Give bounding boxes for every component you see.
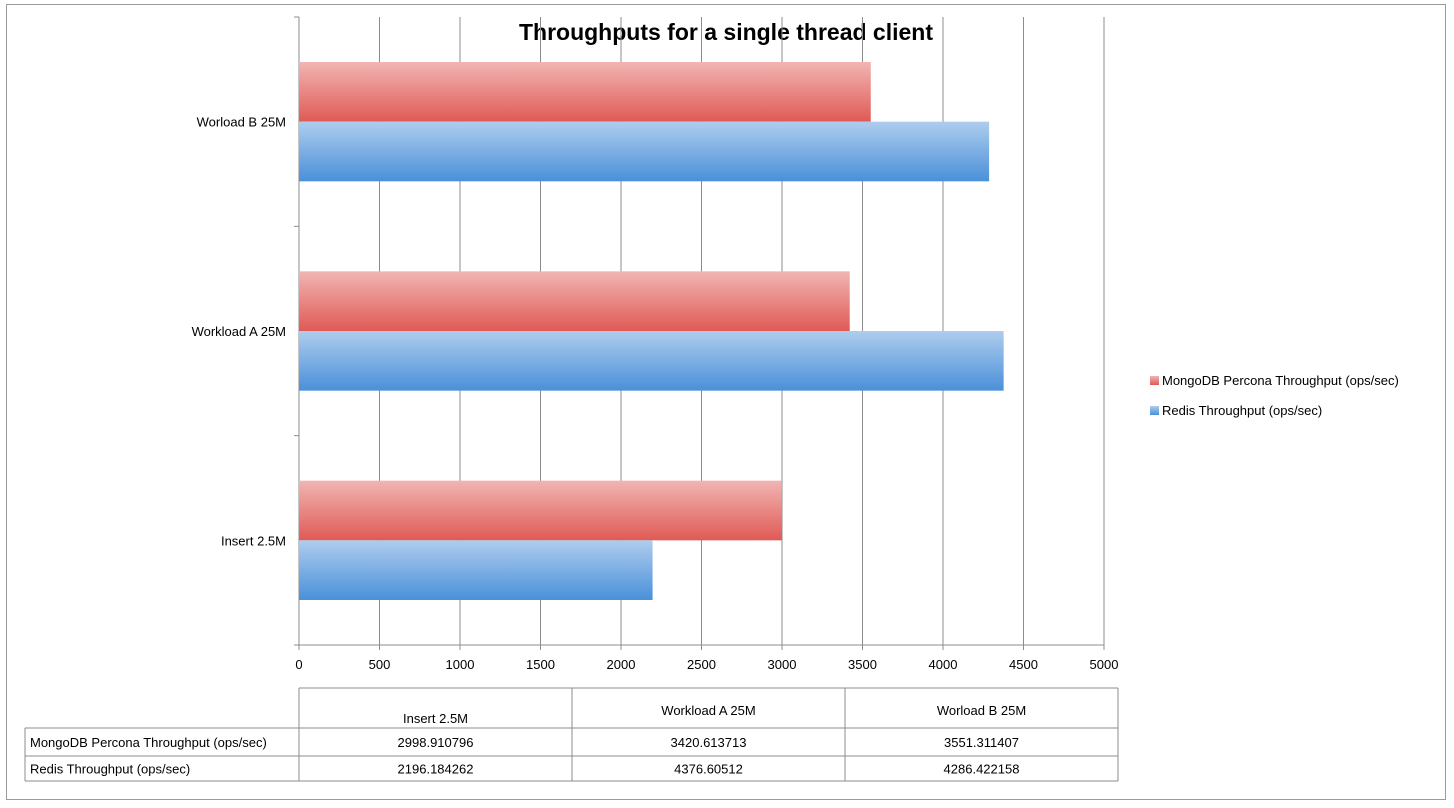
- table-cell-mongodb-percona-throughput-ops-sec-insert-2-5m: 2998.910796: [398, 735, 474, 750]
- bar-redis-throughput-ops-sec-insert-2-5m: [299, 540, 653, 600]
- legend: MongoDB Percona Throughput (ops/sec) Redi…: [1150, 373, 1399, 418]
- x-tick-label-5000: 5000: [1090, 657, 1119, 672]
- x-tick-label-2500: 2500: [687, 657, 716, 672]
- table-row-label-mongodb-percona-throughput-ops-sec: MongoDB Percona Throughput (ops/sec): [30, 735, 267, 750]
- x-tick-label-1500: 1500: [526, 657, 555, 672]
- chart-title: Throughputs for a single thread client: [519, 19, 933, 45]
- table-header-worload-b-25m: Worload B 25M: [937, 703, 1026, 718]
- table-row-label-redis-throughput-ops-sec: Redis Throughput (ops/sec): [30, 762, 190, 777]
- bar-mongodb-percona-throughput-ops-sec-workload-a-25m: [299, 271, 850, 331]
- legend-swatch-redis-throughput-ops-sec: [1150, 406, 1159, 415]
- legend-label-redis-throughput-ops-sec: Redis Throughput (ops/sec): [1162, 403, 1322, 418]
- y-tick-label-insert-2-5m: Insert 2.5M: [221, 533, 286, 548]
- x-tick-label-500: 500: [369, 657, 391, 672]
- table-cell-redis-throughput-ops-sec-insert-2-5m: 2196.184262: [398, 762, 474, 777]
- y-tick-label-workload-a-25m: Workload A 25M: [192, 324, 286, 339]
- x-tick-label-0: 0: [295, 657, 302, 672]
- table-cell-mongodb-percona-throughput-ops-sec-worload-b-25m: 3551.311407: [944, 735, 1019, 750]
- data-table: Insert 2.5M Workload A 25M Worload B 25M Mo…: [24, 687, 1119, 782]
- bar-redis-throughput-ops-sec-workload-a-25m: [299, 331, 1004, 391]
- x-tick-label-1000: 1000: [446, 657, 475, 672]
- x-tick-label-3500: 3500: [848, 657, 877, 672]
- bar-mongodb-percona-throughput-ops-sec-worload-b-25m: [299, 62, 871, 122]
- legend-swatch-mongodb-percona-throughput-ops-sec: [1150, 376, 1159, 385]
- x-tick-label-4500: 4500: [1009, 657, 1038, 672]
- table-cell-redis-throughput-ops-sec-workload-a-25m: 4376.60512: [674, 762, 743, 777]
- bars: [299, 62, 1004, 600]
- table-header-insert-2-5m: Insert 2.5M: [403, 711, 468, 726]
- x-tick-label-3000: 3000: [768, 657, 797, 672]
- y-tick-label-worload-b-25m: Worload B 25M: [197, 115, 286, 130]
- bar-redis-throughput-ops-sec-worload-b-25m: [299, 121, 990, 182]
- bar-mongodb-percona-throughput-ops-sec-insert-2-5m: [299, 480, 782, 541]
- table-header-workload-a-25m: Workload A 25M: [661, 703, 755, 718]
- x-tick-label-2000: 2000: [607, 657, 636, 672]
- table-cell-mongodb-percona-throughput-ops-sec-workload-a-25m: 3420.613713: [671, 735, 747, 750]
- legend-label-mongodb-percona-throughput-ops-sec: MongoDB Percona Throughput (ops/sec): [1162, 373, 1399, 388]
- table-cell-redis-throughput-ops-sec-worload-b-25m: 4286.422158: [944, 762, 1020, 777]
- x-tick-label-4000: 4000: [929, 657, 958, 672]
- axes: 0 500 1000 1500 2000 2500 3000 3500 4000 4500 5000…: [192, 16, 1119, 672]
